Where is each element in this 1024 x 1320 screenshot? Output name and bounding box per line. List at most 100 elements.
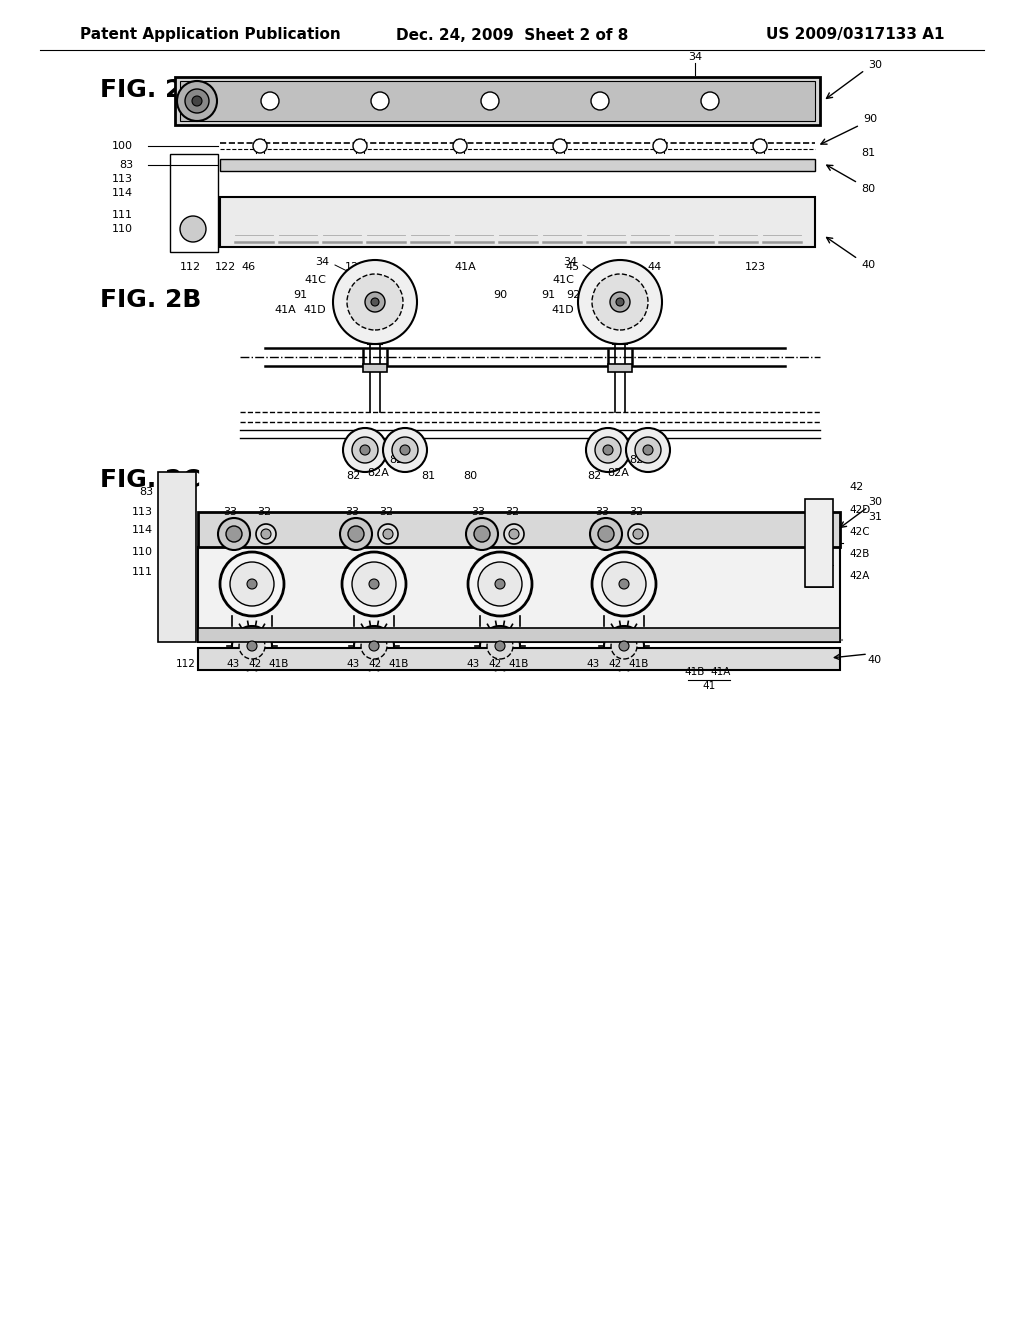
- Text: 40: 40: [868, 655, 882, 665]
- Circle shape: [353, 139, 367, 153]
- Circle shape: [378, 524, 398, 544]
- Bar: [170, 154, 218, 252]
- Circle shape: [578, 260, 662, 345]
- Bar: [220, 158, 815, 172]
- Text: 30: 30: [868, 498, 882, 507]
- Circle shape: [553, 139, 567, 153]
- Circle shape: [595, 437, 621, 463]
- Bar: [180, 81, 815, 121]
- Circle shape: [352, 437, 378, 463]
- Text: 123: 123: [744, 261, 766, 272]
- Text: 41B: 41B: [629, 659, 649, 669]
- Circle shape: [261, 92, 279, 110]
- Text: 92: 92: [566, 290, 581, 300]
- Text: 31: 31: [868, 512, 882, 521]
- Text: FIG. 2B: FIG. 2B: [100, 288, 202, 312]
- Text: 41B: 41B: [389, 659, 410, 669]
- Circle shape: [504, 524, 524, 544]
- Circle shape: [247, 579, 257, 589]
- Circle shape: [354, 626, 394, 667]
- Text: 42D: 42D: [849, 506, 870, 515]
- Circle shape: [340, 517, 372, 550]
- Circle shape: [247, 642, 257, 651]
- Circle shape: [400, 445, 410, 455]
- Bar: [198, 648, 840, 671]
- Text: FIG. 2C: FIG. 2C: [100, 469, 201, 492]
- Circle shape: [466, 517, 498, 550]
- Circle shape: [193, 96, 202, 106]
- Circle shape: [365, 292, 385, 312]
- Text: 42: 42: [249, 659, 261, 669]
- Text: 43: 43: [466, 659, 479, 669]
- Text: 42: 42: [488, 659, 502, 669]
- Text: 43: 43: [346, 659, 359, 669]
- Text: FIG. 2A: FIG. 2A: [100, 78, 202, 102]
- Circle shape: [453, 139, 467, 153]
- Text: 41A: 41A: [454, 261, 476, 272]
- Circle shape: [611, 634, 637, 659]
- Circle shape: [360, 445, 370, 455]
- Text: 43: 43: [226, 659, 240, 669]
- Text: 41B: 41B: [685, 667, 706, 677]
- Circle shape: [342, 552, 406, 616]
- Circle shape: [753, 139, 767, 153]
- Text: 100: 100: [112, 141, 133, 150]
- Circle shape: [253, 139, 267, 153]
- Circle shape: [261, 529, 271, 539]
- Text: 42B: 42B: [849, 549, 869, 558]
- Text: 41A: 41A: [274, 305, 296, 315]
- Circle shape: [468, 552, 532, 616]
- Circle shape: [635, 437, 662, 463]
- Text: 82: 82: [587, 471, 601, 480]
- Text: 46: 46: [241, 261, 255, 272]
- Circle shape: [352, 562, 396, 606]
- Text: 42: 42: [369, 659, 382, 669]
- Circle shape: [369, 579, 379, 589]
- Circle shape: [495, 579, 505, 589]
- Circle shape: [618, 642, 629, 651]
- Circle shape: [633, 529, 643, 539]
- Text: 90: 90: [493, 290, 507, 300]
- Circle shape: [586, 428, 630, 473]
- Text: 82A: 82A: [607, 469, 629, 478]
- Circle shape: [653, 139, 667, 153]
- Text: 41C: 41C: [552, 275, 573, 285]
- Circle shape: [592, 552, 656, 616]
- Text: Patent Application Publication: Patent Application Publication: [80, 28, 341, 42]
- Circle shape: [371, 298, 379, 306]
- Text: 42: 42: [608, 659, 622, 669]
- Circle shape: [481, 92, 499, 110]
- Text: 41D: 41D: [552, 305, 574, 315]
- Circle shape: [348, 525, 364, 543]
- Text: 34: 34: [563, 257, 578, 267]
- Text: 33: 33: [471, 507, 485, 517]
- Circle shape: [226, 525, 242, 543]
- Circle shape: [392, 437, 418, 463]
- Circle shape: [598, 525, 614, 543]
- Circle shape: [369, 642, 379, 651]
- Circle shape: [239, 634, 265, 659]
- Text: 34: 34: [688, 51, 702, 62]
- Circle shape: [604, 626, 644, 667]
- Bar: [608, 364, 632, 372]
- Text: Dec. 24, 2009  Sheet 2 of 8: Dec. 24, 2009 Sheet 2 of 8: [396, 28, 628, 42]
- Text: 30: 30: [868, 59, 882, 70]
- Text: 91: 91: [293, 290, 307, 300]
- Circle shape: [185, 88, 209, 114]
- Text: 91: 91: [541, 290, 555, 300]
- Text: 40: 40: [861, 260, 876, 271]
- Text: 33: 33: [345, 507, 359, 517]
- Text: 111: 111: [112, 210, 133, 220]
- Circle shape: [591, 92, 609, 110]
- Text: 112: 112: [176, 659, 196, 669]
- Bar: [805, 499, 833, 587]
- Text: 82B: 82B: [389, 455, 411, 465]
- Text: 33: 33: [223, 507, 237, 517]
- Circle shape: [347, 275, 403, 330]
- Circle shape: [616, 298, 624, 306]
- Text: 90: 90: [863, 114, 878, 124]
- Circle shape: [602, 562, 646, 606]
- Circle shape: [592, 275, 648, 330]
- Text: 111: 111: [132, 568, 153, 577]
- Circle shape: [628, 524, 648, 544]
